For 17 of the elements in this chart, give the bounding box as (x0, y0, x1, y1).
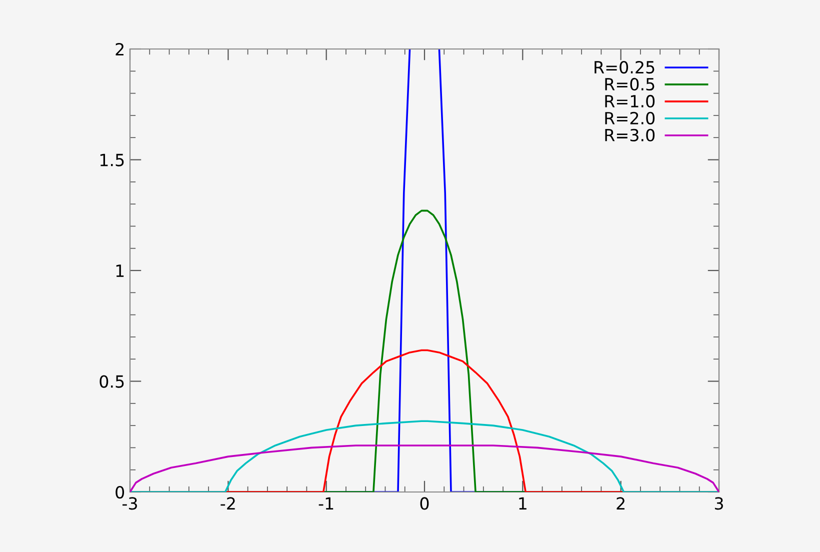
x-tick-label: -2 (220, 497, 235, 510)
x-tick-label: -3 (122, 497, 137, 510)
legend-label: R=1.0 (605, 94, 655, 108)
x-tick-label: -1 (318, 497, 334, 510)
legend-label: R=2.0 (605, 112, 655, 124)
y-tick-label: 1.5 (100, 154, 124, 166)
y-tick-label: 2 (116, 42, 124, 56)
y-tick-label: 1 (116, 264, 124, 277)
x-tick-label: 2 (616, 497, 624, 510)
legend-label: R=0.5 (605, 78, 654, 91)
x-tick-label: 0 (420, 497, 429, 510)
x-tick-label: 1 (519, 497, 526, 510)
y-tick-label: 0 (116, 486, 124, 499)
x-tick-label: 3 (714, 497, 723, 510)
legend-label: R=0.25 (594, 60, 654, 74)
y-tick-label: 0.5 (100, 375, 124, 388)
legend-label: R=3.0 (605, 128, 655, 142)
